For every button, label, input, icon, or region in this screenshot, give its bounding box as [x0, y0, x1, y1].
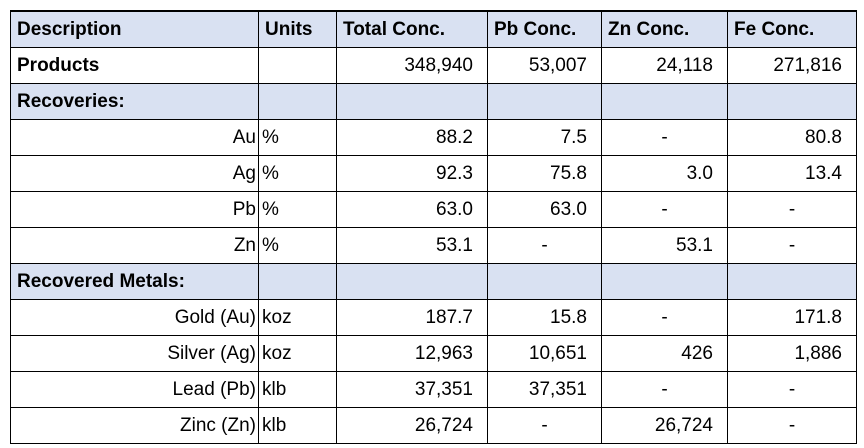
value-cell: 13.4 [727, 155, 857, 192]
column-header: Units [258, 10, 337, 48]
value-cell: 271,816 [727, 47, 857, 84]
value-cell: 348,940 [336, 47, 488, 84]
value-cell: 3.0 [601, 155, 728, 192]
table-row: Zn% 53.1-53.1- [10, 227, 857, 264]
units-cell: koz [258, 299, 337, 336]
value-cell: 63.0 [487, 191, 602, 228]
value-cell: 24,118 [601, 47, 728, 84]
table-row: Pb% 63.0 63.0- - [10, 191, 857, 228]
column-header: Fe Conc. [727, 10, 857, 48]
row-label: Silver (Ag) [10, 335, 259, 372]
section-label: Recoveries: [10, 83, 259, 120]
value-cell: 37,351 [336, 371, 488, 408]
row-label: Products [10, 47, 259, 84]
column-header: Total Conc. [336, 10, 488, 48]
value-cell: - [601, 119, 728, 156]
row-label: Ag [10, 155, 259, 192]
row-label: Zn [10, 227, 259, 264]
value-cell: 80.8 [727, 119, 857, 156]
value-cell: 426 [601, 335, 728, 372]
value-cell: - [487, 227, 602, 264]
value-cell: - [727, 227, 857, 264]
value-cell: - [727, 371, 857, 408]
value-cell: 1,886 [727, 335, 857, 372]
table-row: Ag% 92.3 75.8 3.0 13.4 [10, 155, 857, 192]
table-row: Silver (Ag) koz 12,963 10,651 426 1,886 [10, 335, 857, 372]
value-cell: - [601, 371, 728, 408]
column-header: Description [10, 10, 259, 48]
row-label: Pb [10, 191, 259, 228]
empty-cell [258, 263, 337, 300]
value-cell: 53,007 [487, 47, 602, 84]
units-cell: % [258, 227, 337, 264]
table-row: Lead (Pb) klb 37,351 37,351- - [10, 371, 857, 408]
section-row: Recovered Metals: [10, 263, 857, 300]
value-cell: 26,724 [336, 407, 488, 444]
empty-cell [727, 83, 857, 120]
row-label: Lead (Pb) [10, 371, 259, 408]
units-cell: % [258, 191, 337, 228]
units-cell: % [258, 119, 337, 156]
units-cell [258, 47, 337, 84]
units-cell: klb [258, 407, 337, 444]
table-row: Au% 88.2 7.5-80.8 [10, 119, 857, 156]
value-cell: - [601, 299, 728, 336]
value-cell: 53.1 [336, 227, 488, 264]
value-cell: 171.8 [727, 299, 857, 336]
value-cell: 88.2 [336, 119, 488, 156]
units-cell: koz [258, 335, 337, 372]
empty-cell [258, 83, 337, 120]
empty-cell [601, 263, 728, 300]
value-cell: 75.8 [487, 155, 602, 192]
empty-cell [727, 263, 857, 300]
section-row: Recoveries: [10, 83, 857, 120]
products-row: Products 348,940 53,007 24,118 271,816 [10, 47, 857, 84]
row-label: Gold (Au) [10, 299, 259, 336]
section-label: Recovered Metals: [10, 263, 259, 300]
row-label: Au [10, 119, 259, 156]
value-cell: 12,963 [336, 335, 488, 372]
value-cell: 26,724 [601, 407, 728, 444]
value-cell: 63.0 [336, 191, 488, 228]
row-label: Zinc (Zn) [10, 407, 259, 444]
value-cell: 15.8 [487, 299, 602, 336]
empty-cell [487, 263, 602, 300]
value-cell: - [487, 407, 602, 444]
empty-cell [336, 83, 488, 120]
empty-cell [601, 83, 728, 120]
value-cell: 37,351 [487, 371, 602, 408]
table-row: Gold (Au) koz 187.7 15.8-171.8 [10, 299, 857, 336]
column-header: Pb Conc. [487, 10, 602, 48]
column-header: Zn Conc. [601, 10, 728, 48]
empty-cell [336, 263, 488, 300]
value-cell: 92.3 [336, 155, 488, 192]
units-cell: % [258, 155, 337, 192]
value-cell: 10,651 [487, 335, 602, 372]
table-row: Zinc (Zn) klb 26,724-26,724- [10, 407, 857, 444]
metals-table: Description Units Total Conc. Pb Conc. Zn Co… [10, 10, 857, 444]
units-cell: klb [258, 371, 337, 408]
header-row: Description Units Total Conc. Pb Conc. Zn Co… [10, 10, 857, 48]
value-cell: 53.1 [601, 227, 728, 264]
value-cell: - [727, 191, 857, 228]
empty-cell [487, 83, 602, 120]
value-cell: - [601, 191, 728, 228]
value-cell: 187.7 [336, 299, 488, 336]
value-cell: - [727, 407, 857, 444]
value-cell: 7.5 [487, 119, 602, 156]
